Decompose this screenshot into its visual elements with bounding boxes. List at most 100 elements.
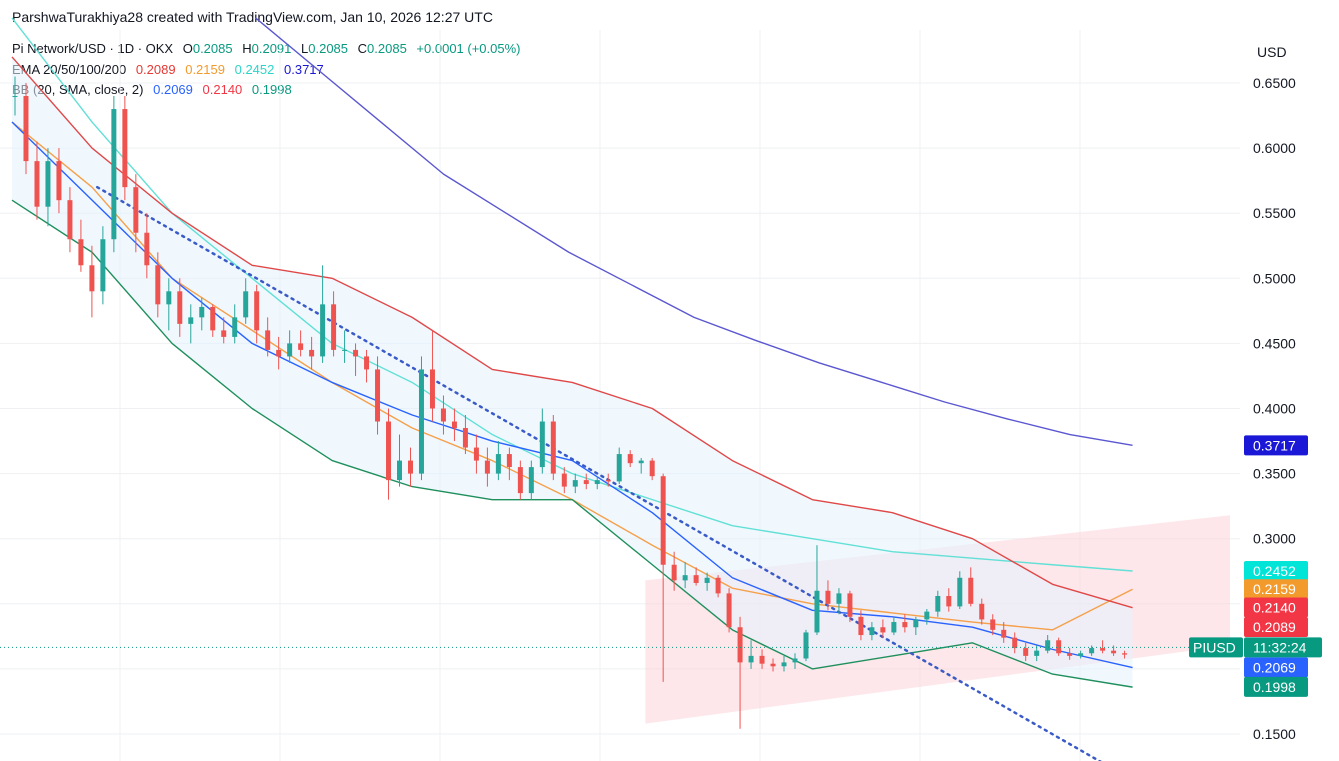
candle-body — [89, 265, 95, 292]
open-value: O0.2085 — [182, 41, 233, 56]
candle-body — [770, 663, 776, 667]
candle-body — [12, 96, 18, 98]
symbol-badge-label: PIUSD — [1193, 639, 1236, 655]
candle-body — [517, 467, 523, 494]
ema-label: EMA 20/50/100/200 — [12, 62, 127, 77]
price-badge — [1244, 560, 1308, 581]
candle-body — [990, 619, 996, 630]
candle-body — [550, 421, 556, 474]
candle-body — [715, 577, 721, 594]
price-badge — [1244, 676, 1308, 697]
price-tick: 0.6000 — [1253, 140, 1296, 156]
candle-body — [957, 577, 963, 607]
bollinger-fill — [12, 56, 1133, 688]
price-unit: USD — [1257, 44, 1287, 60]
candle-body — [265, 330, 271, 350]
candle-body — [232, 317, 238, 337]
candle-body — [276, 349, 282, 357]
ema200-line — [255, 17, 1133, 447]
candle-body — [397, 460, 403, 481]
candle-body — [243, 291, 249, 318]
price-badge-label: 0.2089 — [1253, 619, 1296, 635]
candle-body — [968, 577, 974, 604]
candle-body — [78, 239, 84, 266]
candle-body — [364, 356, 370, 370]
candle-body — [1067, 653, 1073, 656]
candle-body — [254, 291, 260, 331]
candle-body — [122, 109, 128, 188]
candle-body — [880, 627, 886, 633]
candle-body — [166, 291, 172, 305]
timer-badge — [1244, 637, 1322, 658]
candle-body — [759, 655, 765, 664]
candle-body — [682, 575, 688, 581]
candle-body — [506, 454, 512, 468]
candle-body — [45, 161, 51, 207]
candle-body — [693, 575, 699, 583]
candle-body — [100, 239, 106, 292]
candle-body — [891, 622, 897, 633]
symbol-badge — [1189, 637, 1243, 658]
price-tick: 0.1500 — [1253, 726, 1296, 742]
price-tick: 0.5000 — [1253, 270, 1296, 286]
candle-body — [298, 343, 304, 350]
candle-body — [353, 349, 359, 357]
candle-body — [1056, 640, 1062, 654]
candle-body — [1122, 653, 1128, 655]
ema100-line — [11, 17, 1133, 572]
candle-body — [726, 593, 732, 628]
price-badge — [1244, 597, 1308, 618]
candle-body — [1045, 640, 1051, 651]
price-badge-label: 0.2069 — [1253, 659, 1296, 675]
candle-body — [704, 577, 710, 583]
candle-body — [1089, 648, 1095, 654]
candle-body — [649, 460, 655, 477]
ema50-value: 0.2159 — [185, 62, 225, 77]
candle-body — [814, 590, 820, 633]
bb-label: BB (20, SMA, close, 2) — [12, 82, 144, 97]
ema100-value: 0.2452 — [234, 62, 275, 77]
candle-body — [528, 467, 534, 494]
candle-body — [869, 627, 875, 636]
candle-body — [210, 306, 216, 331]
symbol-legend[interactable]: Pi Network/USD · 1D · OKX O0.2085 H0.209… — [12, 41, 527, 56]
price-badge — [1244, 579, 1308, 600]
change-value: +0.0001 (+0.05%) — [416, 41, 521, 56]
candle-body — [913, 619, 919, 628]
candle-body — [495, 454, 501, 474]
candle-body — [627, 454, 633, 464]
bb-upper-line — [11, 56, 1133, 609]
candle-body — [320, 304, 326, 357]
price-badge — [1244, 657, 1308, 678]
candle-body — [858, 616, 864, 636]
candle-body — [902, 622, 908, 628]
ema-legend[interactable]: EMA 20/50/100/200 0.2089 0.2159 0.2452 0… — [12, 62, 330, 77]
candle-body — [133, 187, 139, 233]
price-tick: 0.6500 — [1253, 75, 1296, 91]
bb-legend[interactable]: BB (20, SMA, close, 2) 0.2069 0.2140 0.1… — [12, 82, 298, 97]
candle-body — [781, 662, 787, 667]
candle-body — [660, 476, 666, 565]
close-value: C0.2085 — [357, 41, 407, 56]
price-tick: 0.4500 — [1253, 335, 1296, 351]
candle-body — [386, 421, 392, 481]
candle-body — [429, 369, 435, 409]
candle-body — [803, 632, 809, 659]
candle-body — [561, 473, 567, 487]
candle-body — [946, 595, 952, 607]
candle-body — [924, 611, 930, 620]
candle-body — [847, 593, 853, 617]
candle-body — [1034, 650, 1040, 656]
price-tick: 0.5500 — [1253, 205, 1296, 221]
candle-body — [407, 460, 413, 474]
candle-body — [23, 96, 29, 162]
candle-body — [825, 590, 831, 604]
price-tick: 0.3000 — [1253, 531, 1296, 547]
candle-body — [221, 330, 227, 337]
price-badge — [1244, 435, 1308, 456]
candle-body — [1078, 653, 1084, 656]
price-badge-label: 0.3717 — [1253, 437, 1296, 453]
candle-body — [440, 408, 446, 422]
candle-body — [605, 480, 611, 482]
